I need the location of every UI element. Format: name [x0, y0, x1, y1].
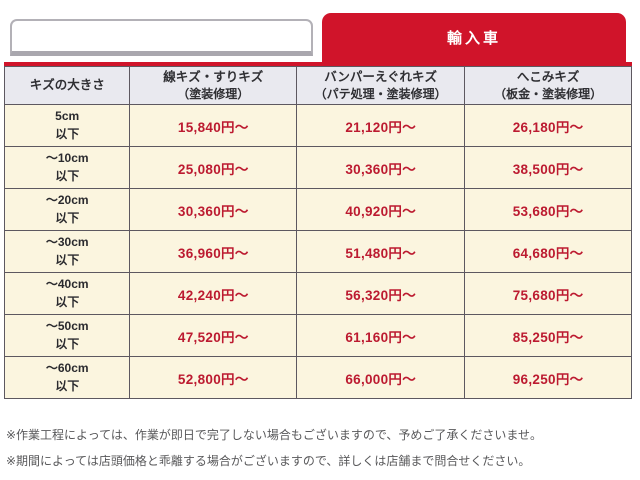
price-cell: 61,160円～: [296, 314, 466, 358]
tab-imported-cars-label: 輸入車: [446, 30, 501, 47]
size-cell: ～60cm 以下: [3, 356, 131, 400]
price-cell: 51,480円～: [296, 230, 466, 274]
price-cell: 42,240円～: [129, 272, 298, 316]
table-row: ～40cm 以下 42,240円～ 56,320円～ 75,680円～: [3, 272, 632, 316]
price-cell: 47,520円～: [129, 314, 298, 358]
col-header-bumper-gouge: バンパーえぐれキズ （パテ処理・塗装修理）: [296, 65, 466, 106]
footnote-store-price: ※期間によっては店頭価格と乖離する場合がございますので、詳しくは店舗まで問合せく…: [6, 454, 531, 468]
price-cell: 30,360円～: [296, 146, 466, 190]
price-table-container: キズの大きさ 線キズ・すりキズ （塗装修理） バンパーえぐれキズ （パテ処理・塗装修…: [3, 62, 632, 400]
price-cell: 56,320円～: [296, 272, 466, 316]
size-cell: ～10cm 以下: [3, 146, 131, 190]
price-table: キズの大きさ 線キズ・すりキズ （塗装修理） バンパーえぐれキズ （パテ処理・塗装修…: [3, 65, 632, 400]
table-row: ～60cm 以下 52,800円～ 66,000円～ 96,250円～: [3, 356, 632, 400]
price-cell: 85,250円～: [464, 314, 632, 358]
price-cell: 21,120円～: [296, 104, 466, 148]
price-cell: 75,680円～: [464, 272, 632, 316]
price-cell: 66,000円～: [296, 356, 466, 400]
footnote-work-process: ※作業工程によっては、作業が即日で完了しない場合もございますので、予めご了承くだ…: [6, 428, 543, 442]
price-cell: 38,500円～: [464, 146, 632, 190]
tab-left-blank[interactable]: [10, 19, 313, 56]
price-cell: 40,920円～: [296, 188, 466, 232]
size-cell: ～40cm 以下: [3, 272, 131, 316]
price-cell: 64,680円～: [464, 230, 632, 274]
size-cell: ～30cm 以下: [3, 230, 131, 274]
tab-imported-cars[interactable]: 輸入車: [322, 13, 626, 62]
price-cell: 26,180円～: [464, 104, 632, 148]
table-row: ～20cm 以下 30,360円～ 40,920円～ 53,680円～: [3, 188, 632, 232]
tab-bar: 輸入車: [0, 0, 640, 62]
col-header-line-scratch: 線キズ・すりキズ （塗装修理）: [129, 65, 298, 106]
table-row: ～50cm 以下 47,520円～ 61,160円～ 85,250円～: [3, 314, 632, 358]
size-cell: ～50cm 以下: [3, 314, 131, 358]
col-header-scratch-size: キズの大きさ: [3, 65, 131, 106]
price-cell: 36,960円～: [129, 230, 298, 274]
size-cell: 5cm 以下: [3, 104, 131, 148]
price-cell: 30,360円～: [129, 188, 298, 232]
price-cell: 15,840円～: [129, 104, 298, 148]
col-header-dent: へこみキズ （板金・塗装修理）: [464, 65, 632, 106]
size-cell: ～20cm 以下: [3, 188, 131, 232]
table-row: ～10cm 以下 25,080円～ 30,360円～ 38,500円～: [3, 146, 632, 190]
footnotes: ※作業工程によっては、作業が即日で完了しない場合もございますので、予めご了承くだ…: [6, 428, 634, 480]
price-cell: 25,080円～: [129, 146, 298, 190]
price-cell: 53,680円～: [464, 188, 632, 232]
price-cell: 96,250円～: [464, 356, 632, 400]
price-cell: 52,800円～: [129, 356, 298, 400]
header-row: キズの大きさ 線キズ・すりキズ （塗装修理） バンパーえぐれキズ （パテ処理・塗装修…: [3, 65, 632, 106]
table-row: ～30cm 以下 36,960円～ 51,480円～ 64,680円～: [3, 230, 632, 274]
table-row: 5cm 以下 15,840円～ 21,120円～ 26,180円～: [3, 104, 632, 148]
